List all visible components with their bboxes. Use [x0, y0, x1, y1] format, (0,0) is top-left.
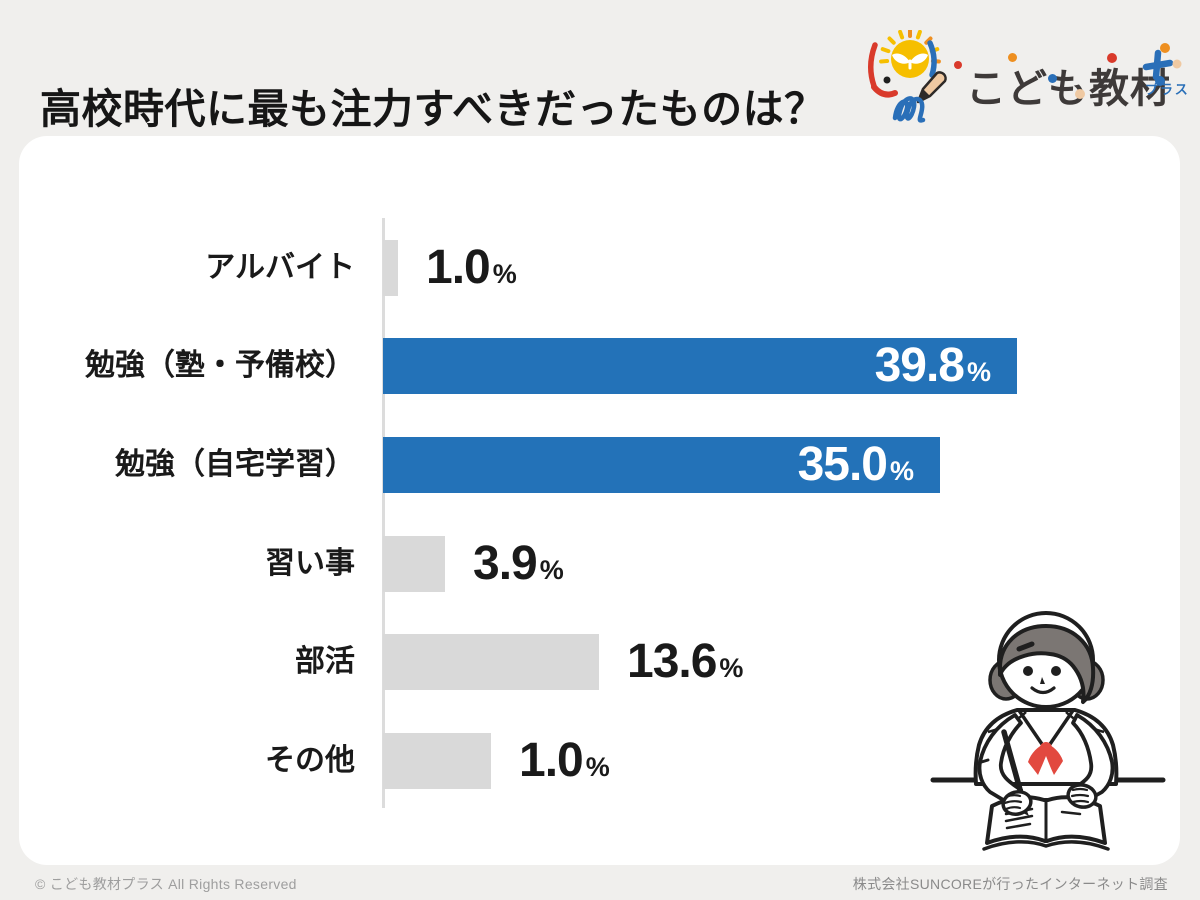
bar-lessons — [383, 536, 445, 592]
value-label: 3.9% — [473, 537, 564, 590]
value-label: 1.0% — [426, 241, 517, 294]
bar-study-at-home — [383, 437, 940, 493]
value-label: 1.0% — [519, 734, 610, 787]
brand-logotype: こども教材 — [966, 67, 1171, 111]
chart-row: その他 1.0% — [19, 733, 1180, 789]
bar-other — [383, 733, 491, 789]
category-label: その他 — [265, 744, 355, 777]
chart-row: 習い事 3.9% — [19, 536, 1180, 592]
category-label: 勉強（塾・予備校） — [85, 349, 355, 382]
chart-card: アルバイト 1.0% 勉強（塾・予備校） 39.8% 勉強（自宅学習） 35.0… — [19, 136, 1180, 865]
logo-dot-red — [954, 61, 962, 69]
category-label: 習い事 — [265, 547, 355, 580]
plus-icon — [1142, 43, 1182, 86]
logo-dot-tan — [1075, 89, 1085, 99]
page-title: 高校時代に最も注力すべきだったものは？ — [40, 86, 826, 133]
chart-row: 勉強（塾・予備校） 39.8% — [19, 338, 1180, 394]
schoolgirl-illustration — [930, 611, 1166, 851]
value-label: 39.8% — [874, 339, 991, 392]
logo-dot-blue — [1048, 74, 1057, 83]
chart-row: 部活 13.6% — [19, 634, 1180, 690]
value-label: 13.6% — [627, 635, 744, 688]
sun-pencil-logo-icon — [868, 30, 947, 123]
bar-part-time-job — [383, 240, 398, 296]
logo-dot-red-2 — [1107, 53, 1117, 63]
logo-dot-orange — [1008, 53, 1017, 62]
survey-source-text: 株式会社SUNCOREが行ったインターネット調査 — [852, 876, 1168, 892]
bar-study-cram-prep-school — [383, 338, 1017, 394]
category-label: 部活 — [295, 645, 355, 678]
bar-club-activities — [383, 634, 599, 690]
chart-row: 勉強（自宅学習） 35.0% — [19, 437, 1180, 493]
plus-label: プラス — [1145, 82, 1190, 97]
copyright-text: © こども教材プラス All Rights Reserved — [35, 876, 297, 892]
chart-axis-line — [382, 218, 385, 808]
chart-row: アルバイト 1.0% — [19, 240, 1180, 296]
category-label: アルバイト — [205, 251, 355, 284]
category-label: 勉強（自宅学習） — [115, 448, 355, 481]
value-label: 35.0% — [797, 438, 914, 491]
